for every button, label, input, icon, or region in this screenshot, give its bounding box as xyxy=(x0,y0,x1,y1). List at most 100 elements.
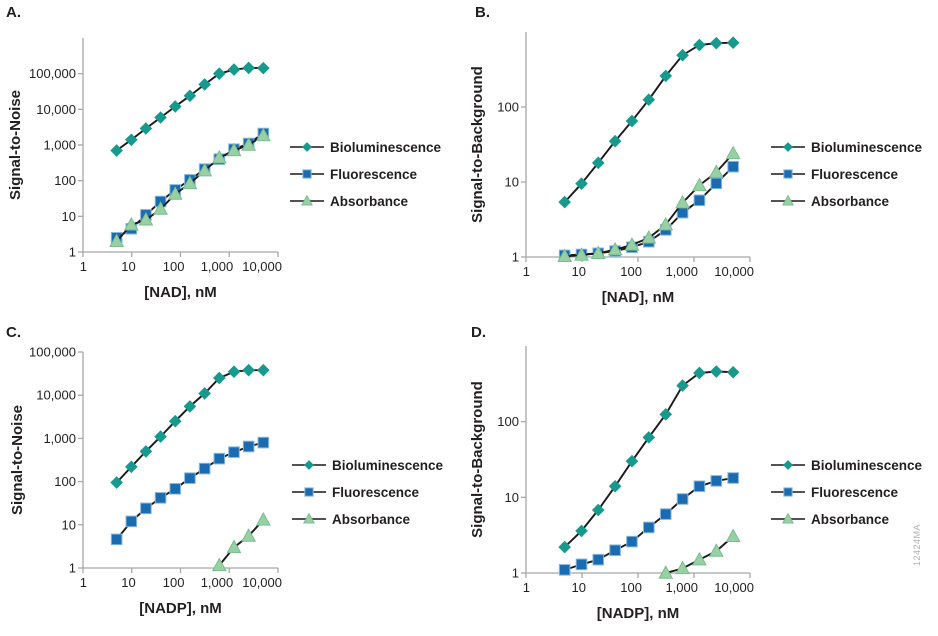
square-marker xyxy=(213,452,226,465)
legend: Bioluminescence Fluorescence Absorbance xyxy=(290,140,442,209)
series-absorbance xyxy=(109,127,271,247)
x-tick-label: 10 xyxy=(572,580,586,595)
diamond-marker xyxy=(726,365,740,379)
square-marker xyxy=(169,483,182,495)
diamond-marker xyxy=(783,142,793,152)
y-tick-label: 10 xyxy=(62,209,76,224)
diamond-marker xyxy=(726,36,740,50)
legend-item-absorbance: Absorbance xyxy=(292,512,411,527)
diamond-marker xyxy=(693,38,706,52)
triangle-marker xyxy=(226,142,242,157)
x-tick-label: 1,000 xyxy=(665,580,698,595)
square-marker xyxy=(242,440,255,453)
y-axis-title: Signal-to-Noise xyxy=(9,405,26,515)
y-tick-label: 1 xyxy=(512,566,519,581)
panel-b: B. 1 10 100 1 10 100 1,000 10,000 Signal-to-Back… xyxy=(469,0,938,318)
y-tick-label: 100 xyxy=(54,173,76,188)
diamond-marker xyxy=(183,89,197,103)
diamond-marker xyxy=(227,365,241,378)
y-tick-label: 100,000 xyxy=(29,66,76,81)
x-tick-label: 1 xyxy=(523,264,530,279)
square-marker xyxy=(609,544,621,557)
legend-item-absorbance: Absorbance xyxy=(290,194,409,209)
y-axis-title: Signal-to-Background xyxy=(469,66,486,223)
series-bioluminescence xyxy=(110,363,270,489)
square-marker xyxy=(592,553,605,566)
square-marker xyxy=(693,194,706,207)
square-marker xyxy=(558,564,571,576)
legend-item-fluorescence: Fluorescence xyxy=(292,485,420,500)
y-tick-label: 1,000 xyxy=(43,138,76,153)
series-fluorescence xyxy=(558,472,739,576)
triangle-marker xyxy=(255,127,271,142)
square-marker xyxy=(727,160,739,173)
square-marker xyxy=(575,558,588,571)
legend-item-fluorescence: Fluorescence xyxy=(771,167,899,182)
square-marker xyxy=(140,502,152,515)
diamond-marker xyxy=(302,142,312,152)
triangle-marker xyxy=(182,175,198,190)
triangle-marker xyxy=(197,162,213,177)
diamond-marker xyxy=(212,67,226,80)
triangle-marker xyxy=(557,248,573,263)
diamond-marker xyxy=(625,454,639,468)
diamond-marker xyxy=(168,100,182,113)
x-axis-title: [NAD], nM xyxy=(144,284,216,301)
axes: 1 10 100 1,000 10,000 100,000 1 10 100 1,000 10,00… xyxy=(29,38,282,274)
triangle-marker xyxy=(708,164,724,178)
panel-d-letter: D. xyxy=(471,324,486,341)
x-tick-label: 10 xyxy=(572,264,586,279)
x-tick-label: 100 xyxy=(620,264,642,279)
legend: Bioluminescence Fluorescence Absorbance xyxy=(771,140,923,209)
square-marker xyxy=(257,436,270,449)
diamond-marker xyxy=(110,476,123,489)
y-axis-title: Signal-to-Noise xyxy=(7,90,24,200)
triangle-marker xyxy=(211,557,227,572)
square-marker xyxy=(659,508,672,520)
y-tick-label: 1 xyxy=(69,561,76,576)
triangle-marker xyxy=(691,177,707,192)
series-line xyxy=(115,441,265,541)
diamond-marker xyxy=(304,460,314,470)
panel-c: C. 1 10 100 1,000 10,000 100,000 1 10 100 1,000 10… xyxy=(0,318,469,636)
panel-b-letter: B. xyxy=(475,4,490,21)
square-marker xyxy=(710,475,723,487)
chart-svg: 1 10 100 1 10 100 1,000 10,000 Signal-to-Backgro… xyxy=(469,346,923,622)
diamond-marker xyxy=(783,460,793,470)
series-line xyxy=(115,66,265,152)
triangle-marker xyxy=(675,560,691,575)
diamond-marker xyxy=(575,524,588,538)
diamond-marker xyxy=(125,133,138,147)
legend-label: Fluorescence xyxy=(811,167,899,182)
square-marker xyxy=(110,533,123,546)
panel-c-letter: C. xyxy=(6,324,21,341)
diamond-marker xyxy=(642,93,656,107)
legend-label: Fluorescence xyxy=(330,167,418,182)
y-tick-label: 1 xyxy=(69,245,76,260)
triangle-marker xyxy=(574,247,589,261)
legend-label: Absorbance xyxy=(332,512,411,527)
legend-label: Fluorescence xyxy=(811,485,899,500)
triangle-marker xyxy=(691,551,707,566)
y-tick-label: 10 xyxy=(62,517,76,532)
square-marker xyxy=(710,177,723,190)
x-tick-label: 1 xyxy=(523,580,530,595)
triangle-marker xyxy=(658,216,674,231)
triangle-marker xyxy=(109,233,125,247)
y-tick-label: 1 xyxy=(512,250,519,265)
x-tick-label: 10,000 xyxy=(714,580,754,595)
diamond-marker xyxy=(676,379,689,392)
y-tick-label: 100 xyxy=(497,414,519,429)
legend-item-bioluminescence: Bioluminescence xyxy=(292,458,444,473)
diamond-marker xyxy=(625,114,639,128)
x-tick-label: 1 xyxy=(80,575,87,590)
diamond-marker xyxy=(110,144,123,157)
legend-label: Bioluminescence xyxy=(811,140,923,155)
series-absorbance xyxy=(658,528,741,579)
diamond-marker xyxy=(676,48,689,62)
diamond-marker xyxy=(608,479,622,493)
y-tick-label: 10,000 xyxy=(36,102,76,117)
triangle-marker xyxy=(138,211,154,226)
triangle-marker xyxy=(123,216,139,231)
